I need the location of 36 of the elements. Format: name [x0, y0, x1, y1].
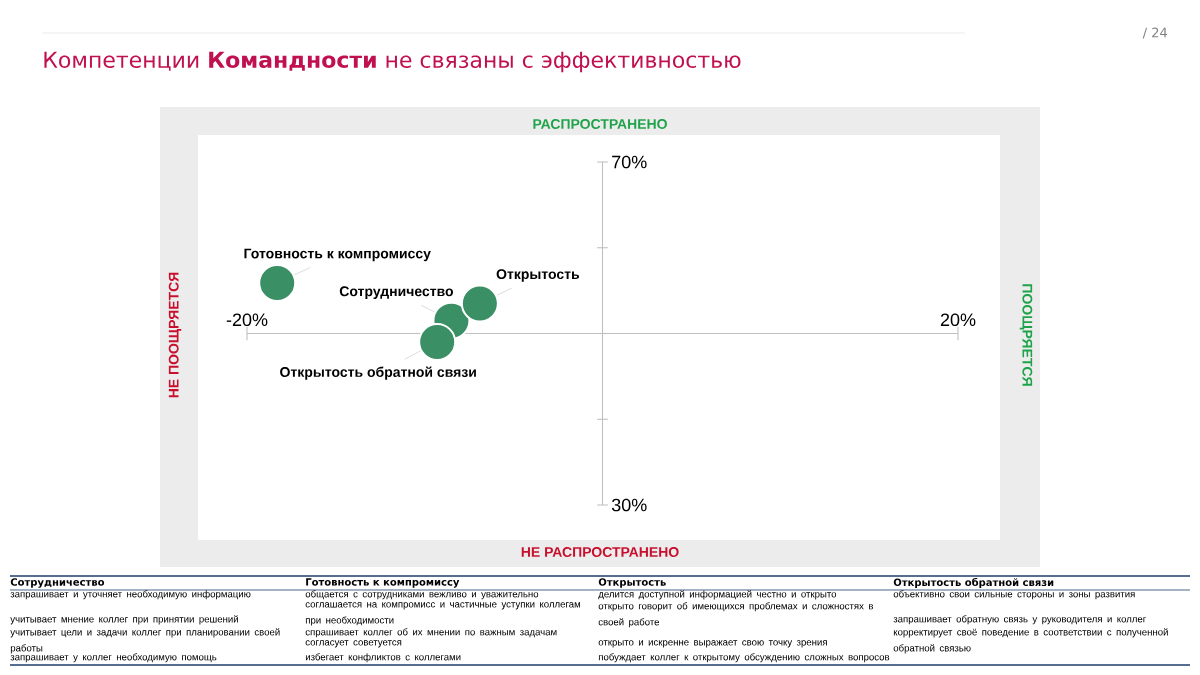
text: корректирует своё поведение в соответствии с полученной обратной связью: [893, 628, 1168, 654]
text: Открытость: [598, 578, 666, 588]
text: открыто говорит об имеющихся проблемах и сложностях в своей работе: [598, 602, 873, 628]
text: Сотрудничество: [10, 578, 105, 588]
y-tick-label: 30%: [611, 498, 647, 512]
text: Открытость обратной связи: [280, 366, 476, 380]
x-tick-label: 20%: [940, 313, 976, 327]
text: спрашивает коллег об их мнении по важным задачам: [305, 628, 557, 638]
text: согласует советуется: [305, 640, 402, 648]
text: учитывает цели и задачи коллег при планировании своей работы: [10, 628, 280, 654]
text: избегает конфликтов с коллегами: [305, 653, 461, 663]
series-label: Готовность к компромиссу: [244, 248, 431, 262]
series-label: Открытость: [496, 269, 580, 282]
text: учитывает мнение коллег при принятии решений: [10, 615, 238, 625]
y-tick-label: 70%: [612, 155, 647, 169]
series-label: Сотрудничество: [339, 286, 454, 299]
text: Открытость обратной связи: [893, 578, 1054, 588]
text: запрашивает обратную связь у руководителя и коллег: [893, 615, 1146, 625]
text: запрашивает и уточняет необходимую информацию: [10, 590, 251, 600]
chart-title: Компетенции Командности не связаны с эффективностью: [44, 51, 741, 73]
text: Готовность к компромиссу: [306, 578, 460, 588]
text: объективно свои сильные стороны и зоны развития: [893, 590, 1135, 600]
text: НЕ ПООЩРЯЕТСЯ: [168, 272, 182, 398]
text: / 24: [1142, 27, 1168, 39]
x-tick-label: -20%: [226, 313, 268, 327]
text: запрашивает у коллег необходимую помощь: [10, 653, 217, 663]
point: [418, 323, 457, 362]
text: НЕ РАСПРОСТРАНЕНО: [521, 547, 679, 557]
text: открыто и искренне выражает свою точку зрения: [598, 640, 827, 648]
text: общается с сотрудниками вежливо и уважительно: [305, 590, 539, 600]
point: [258, 263, 297, 302]
text: РАСПРОСТРАНЕНО: [533, 119, 667, 129]
text: ПООЩРЯЕТСЯ: [1019, 284, 1033, 386]
text: делится доступной информацией честно и открыто: [598, 590, 837, 600]
text: побуждает коллег к открытому обсуждению сложных вопросов: [598, 653, 890, 663]
point: [460, 284, 499, 323]
